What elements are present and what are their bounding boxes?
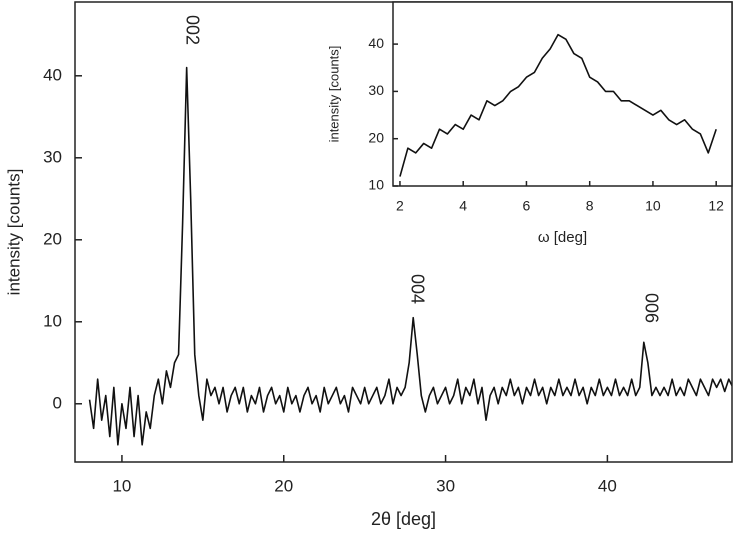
peak-label: 004 [407,274,427,304]
main-chart: 10 20 30 40 0 10 20 30 40 2θ [deg] intensity [coun… [4,1,733,529]
inset-background [393,2,732,186]
x-tick-label: 12 [708,198,724,214]
x-tick-label: 6 [523,198,531,214]
x-axis-label: 2θ [deg] [371,509,436,529]
x-tick-label: 4 [459,198,467,214]
peak-label: 006 [641,293,661,323]
y-axis-label: intensity [counts] [326,46,341,143]
peak-label: 002 [182,15,202,45]
y-tick-label: 30 [43,147,62,166]
y-tick-label: 10 [43,311,62,330]
x-tick-label: 10 [112,476,131,495]
y-tick-label: 20 [368,129,384,145]
inset-chart: 2 4 6 8 10 12 10 20 30 40 ω [deg] intensity [counts… [326,1,733,246]
data-line [399,33,717,177]
plot-area [88,66,732,446]
data-line [88,66,732,446]
axes-frame [392,1,733,187]
y-tick-label: 20 [43,229,62,248]
x-axis-label: ω [deg] [538,229,587,246]
x-tick-label: 40 [598,476,617,495]
x-tick-label: 2 [396,198,404,214]
y-tick-label: 30 [368,82,384,98]
plot-area [399,33,717,177]
y-tick-label: 40 [43,65,62,84]
x-tick-label: 10 [645,198,661,214]
x-tick-label: 20 [274,476,293,495]
y-axis-label: intensity [counts] [4,169,23,296]
y-tick-label: 10 [368,177,384,193]
x-tick-label: 30 [436,476,455,495]
y-tick-label: 40 [368,35,384,51]
x-tick-label: 8 [586,198,594,214]
y-tick-label: 0 [53,393,62,412]
